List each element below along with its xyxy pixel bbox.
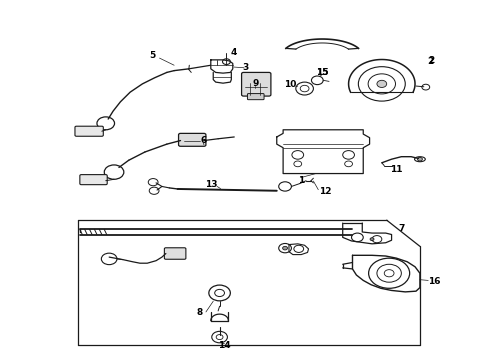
Circle shape (417, 157, 422, 161)
Text: 11: 11 (390, 165, 403, 174)
Text: 14: 14 (218, 341, 231, 350)
Text: 1: 1 (298, 176, 304, 185)
Text: 15: 15 (316, 68, 328, 77)
FancyBboxPatch shape (178, 134, 206, 146)
FancyBboxPatch shape (164, 248, 186, 259)
Text: 2: 2 (428, 57, 434, 66)
FancyBboxPatch shape (247, 94, 264, 100)
Text: 5: 5 (149, 51, 155, 60)
Text: 7: 7 (398, 224, 405, 233)
Text: 12: 12 (319, 187, 332, 196)
Text: 8: 8 (197, 308, 203, 317)
Text: 15: 15 (316, 68, 328, 77)
Text: 2: 2 (429, 57, 435, 66)
FancyBboxPatch shape (75, 126, 103, 136)
FancyBboxPatch shape (242, 72, 271, 96)
Text: 10: 10 (284, 81, 296, 90)
FancyBboxPatch shape (80, 175, 107, 185)
Text: 13: 13 (205, 180, 218, 189)
Circle shape (283, 246, 288, 250)
Text: 9: 9 (252, 80, 258, 89)
Circle shape (370, 238, 374, 240)
Circle shape (377, 80, 387, 87)
Text: 3: 3 (242, 63, 248, 72)
Text: 4: 4 (231, 48, 237, 57)
Text: 6: 6 (200, 136, 207, 145)
Text: 16: 16 (428, 276, 441, 285)
